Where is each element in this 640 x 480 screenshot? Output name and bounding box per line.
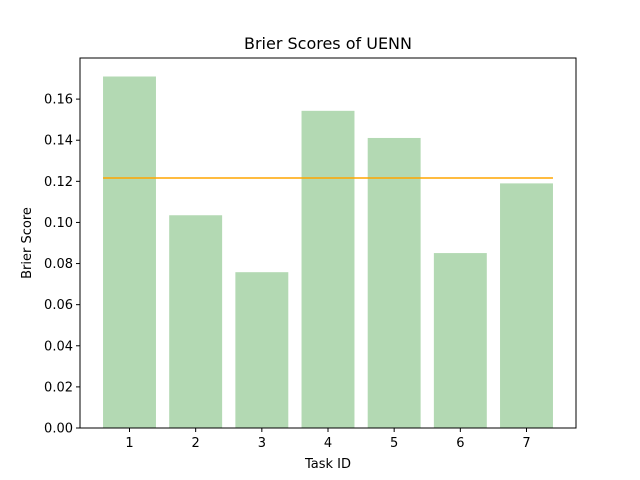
y-tick-label: 0.06 [44, 298, 73, 313]
x-tick-label: 5 [390, 436, 398, 451]
plot-frame [79, 57, 577, 429]
x-axis-label: Task ID [304, 457, 351, 472]
y-tick-label: 0.04 [44, 339, 73, 354]
x-tick-label: 4 [324, 436, 332, 451]
bar-task-2 [169, 215, 223, 428]
x-tick-label: 7 [522, 436, 530, 451]
bar-task-5 [367, 137, 421, 428]
y-axis-ticks: 0.00 0.02 0.04 0.06 0.08 0.10 0.12 0.14 0.16 [44, 93, 80, 437]
x-tick-label: 3 [258, 436, 266, 451]
y-tick-label: 0.12 [44, 175, 73, 190]
bars-group [103, 76, 553, 429]
bar-task-1 [103, 76, 156, 428]
x-tick-label: 1 [125, 436, 133, 451]
y-axis-label: Brier Score [20, 207, 35, 279]
bar-task-3 [235, 272, 289, 428]
bar-task-7 [500, 183, 553, 428]
bar-task-6 [433, 253, 487, 428]
y-tick-label: 0.02 [44, 380, 73, 395]
x-axis-ticks: 1 2 3 4 5 6 7 [125, 428, 531, 451]
bar-task-4 [301, 110, 355, 429]
y-tick-label: 0.10 [44, 216, 73, 231]
y-tick-label: 0.08 [44, 257, 73, 272]
y-tick-label: 0.16 [44, 93, 73, 108]
chart-title: Brier Scores of UENN [244, 34, 412, 53]
y-tick-label: 0.00 [44, 422, 73, 437]
x-tick-label: 2 [192, 436, 200, 451]
x-tick-label: 6 [456, 436, 464, 451]
y-tick-label: 0.14 [44, 134, 73, 149]
